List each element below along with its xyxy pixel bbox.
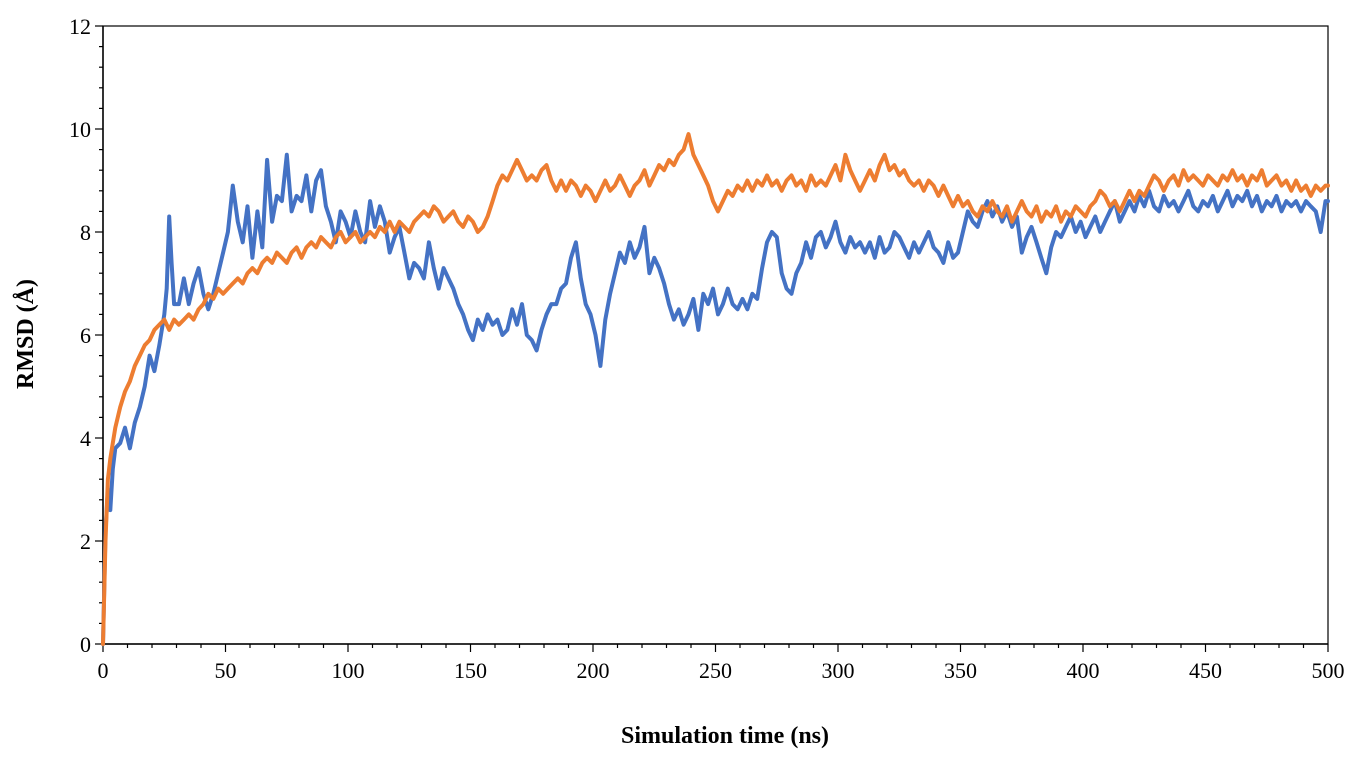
y-tick-label: 4 xyxy=(80,426,91,451)
x-tick-label: 350 xyxy=(944,658,977,683)
y-tick-label: 6 xyxy=(80,323,91,348)
x-tick-label: 200 xyxy=(577,658,610,683)
y-tick-label: 12 xyxy=(69,14,91,39)
x-tick-label: 50 xyxy=(215,658,237,683)
y-tick-label: 2 xyxy=(80,529,91,554)
x-tick-label: 100 xyxy=(332,658,365,683)
plot-area-border xyxy=(102,25,1329,645)
x-tick-label: 250 xyxy=(699,658,732,683)
plot-frame-layer xyxy=(102,25,1329,645)
y-tick-label: 0 xyxy=(80,632,91,657)
series-line-blue xyxy=(101,152,1330,646)
series-layer xyxy=(101,132,1330,646)
x-tick-label: 450 xyxy=(1189,658,1222,683)
x-axis-title: Simulation time (ns) xyxy=(621,723,829,749)
x-tick-label: 150 xyxy=(454,658,487,683)
y-axis-title: RMSD (Å) xyxy=(13,279,39,389)
x-tick-label: 500 xyxy=(1312,658,1345,683)
y-tick-label: 10 xyxy=(69,117,91,142)
y-tick-label: 8 xyxy=(80,220,91,245)
x-tick-label: 400 xyxy=(1067,658,1100,683)
tick-layer: 0 2 4 6 8 10 12 0 50 100 150 200 250 300 350 400 450 500 xyxy=(69,14,1345,683)
series-line-orange xyxy=(101,132,1330,646)
x-tick-label: 300 xyxy=(822,658,855,683)
x-tick-label: 0 xyxy=(98,658,109,683)
